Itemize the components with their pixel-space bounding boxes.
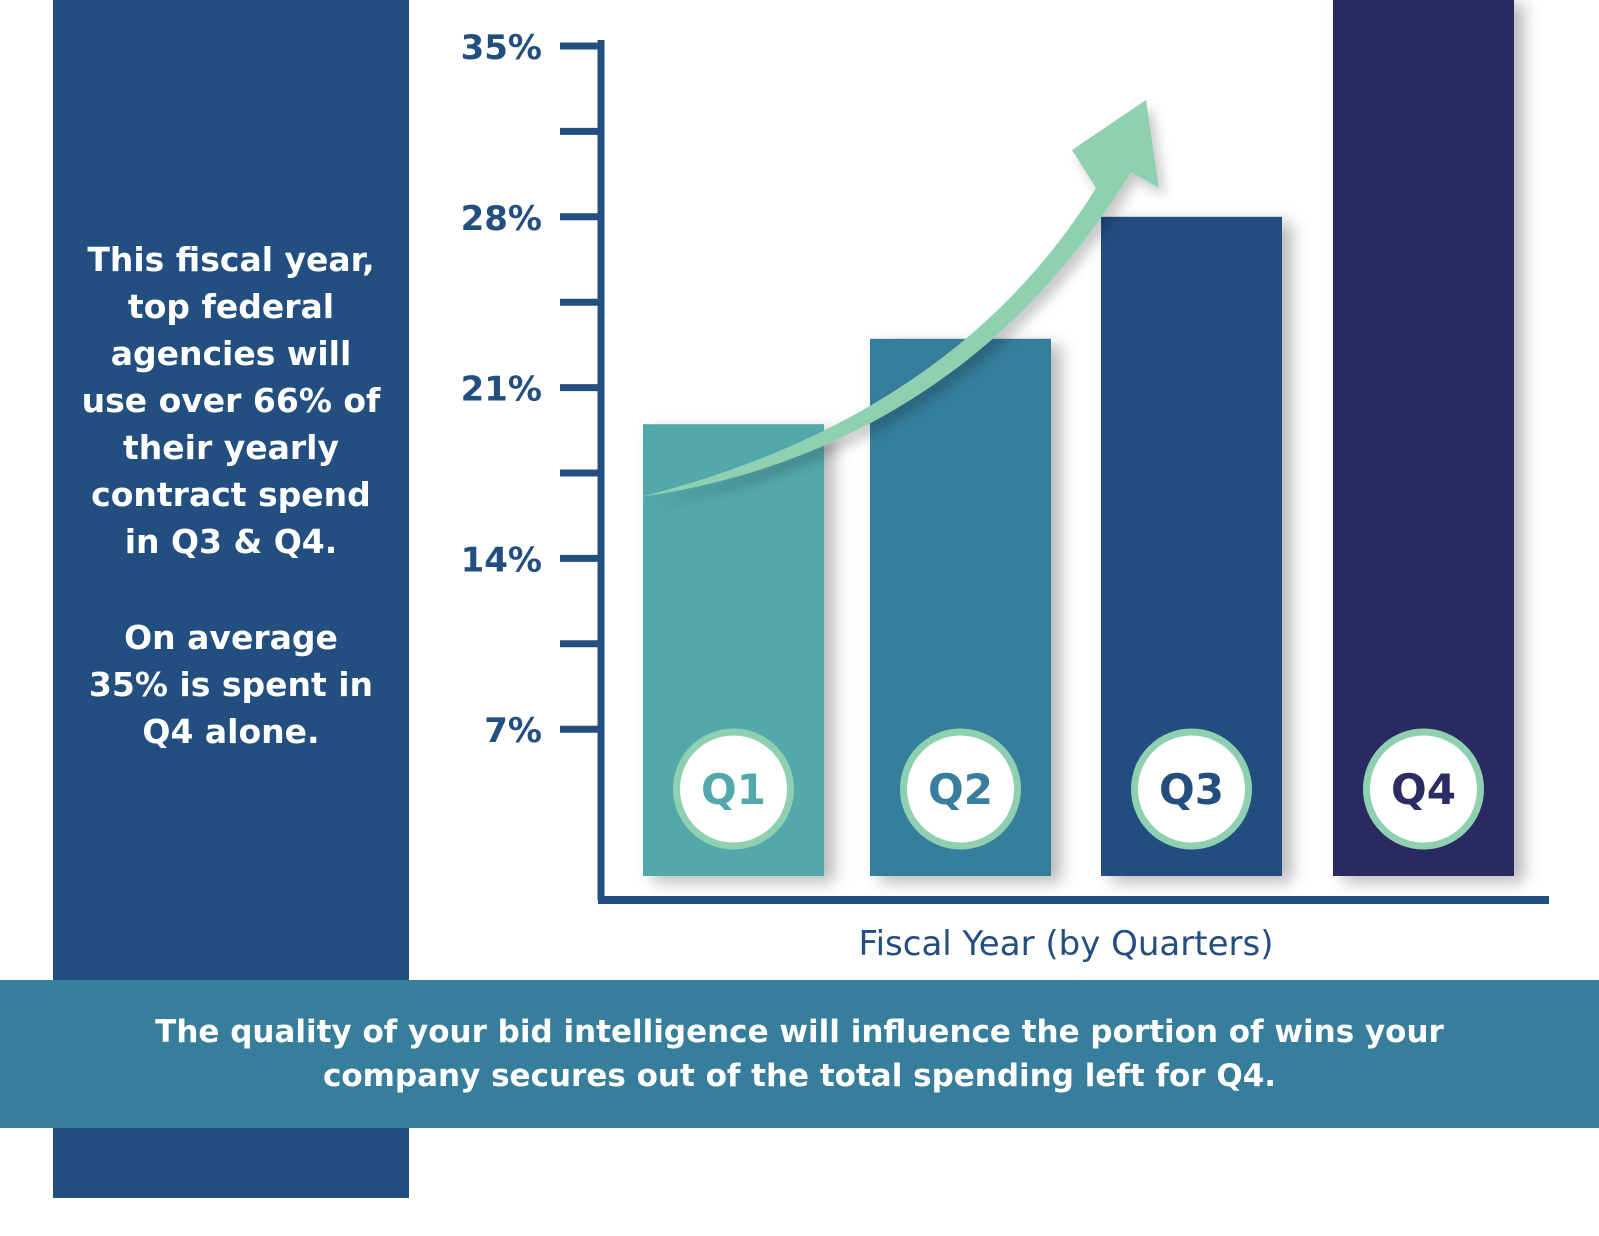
side-line: in Q3 & Q4. [124, 522, 338, 561]
side-line: 35% is spent in [88, 665, 374, 704]
category-label: Q3 [1159, 765, 1224, 814]
side-line: This fiscal year, [87, 240, 375, 279]
side-line: agencies will [110, 334, 352, 373]
x-axis-label: Fiscal Year (by Quarters) [859, 924, 1274, 964]
side-paragraph-average: On average 35% is spent in Q4 alone. [53, 614, 409, 755]
category-label: Q4 [1391, 765, 1456, 814]
banner-line-2: company secures out of the total spendin… [322, 1058, 1277, 1094]
side-line: use over 66% of [81, 381, 381, 420]
quarter-badge-q3 [1131, 728, 1252, 850]
category-label: Q1 [701, 765, 766, 814]
y-tick-label: 28% [461, 199, 542, 239]
y-tick-label: 35% [461, 28, 542, 68]
side-paragraph-fiscal-year: This fiscal year, top federal agencies w… [53, 236, 409, 565]
side-line: On average [124, 618, 338, 657]
y-tick-label: 7% [484, 711, 542, 751]
side-line: contract spend [91, 475, 371, 514]
side-line: top federal [127, 287, 335, 326]
y-tick-label: 21% [461, 370, 542, 410]
quarter-badge-q2 [900, 728, 1021, 850]
banner-message: The quality of your bid intelligence wil… [0, 1010, 1599, 1098]
side-line: their yearly [123, 428, 339, 467]
quarter-badge-q4 [1363, 728, 1484, 850]
banner-line-1: The quality of your bid intelligence wil… [155, 1014, 1444, 1050]
quarter-badge-q1 [673, 728, 794, 850]
bottom-banner [0, 980, 1599, 1128]
side-line: Q4 alone. [142, 712, 320, 751]
category-label: Q2 [928, 765, 993, 814]
y-tick-label: 14% [461, 540, 542, 580]
trend-arrow [640, 100, 1159, 497]
